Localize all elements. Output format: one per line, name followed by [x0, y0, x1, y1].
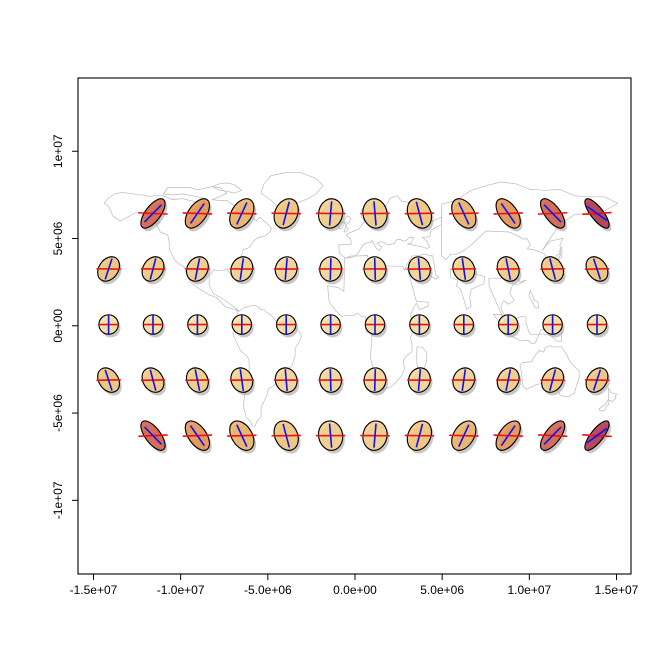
svg-text:-1e+07: -1e+07 — [51, 481, 65, 519]
svg-text:-1.5e+07: -1.5e+07 — [70, 583, 118, 597]
svg-text:5.0e+06: 5.0e+06 — [420, 583, 464, 597]
svg-text:0.0e+00: 0.0e+00 — [333, 583, 377, 597]
svg-text:-5.0e+06: -5.0e+06 — [244, 583, 292, 597]
svg-text:-1.0e+07: -1.0e+07 — [157, 583, 205, 597]
svg-text:-5e+06: -5e+06 — [51, 394, 65, 432]
svg-text:1.0e+07: 1.0e+07 — [507, 583, 551, 597]
svg-text:1e+07: 1e+07 — [51, 134, 65, 168]
svg-text:1.5e+07: 1.5e+07 — [595, 583, 639, 597]
svg-text:5e+06: 5e+06 — [51, 221, 65, 255]
svg-text:0e+00: 0e+00 — [51, 309, 65, 343]
